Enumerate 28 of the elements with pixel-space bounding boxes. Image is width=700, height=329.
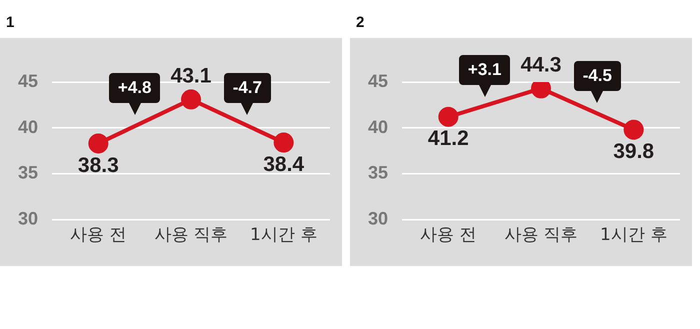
chart-title: 1 [6,14,14,31]
y-tick-label: 35 [368,162,388,183]
x-tick-label: 1시간 후 [600,225,668,246]
data-label: 38.3 [78,154,119,177]
y-tick-label: 40 [18,116,38,137]
y-tick-label: 45 [368,70,388,91]
chart-title: 2 [356,14,364,31]
data-label: 44.3 [520,54,562,77]
annotation: -4.5 [574,61,621,92]
data-label: 41.2 [428,127,469,150]
x-tick-label: 사용 전 [70,225,127,246]
annotation: -4.7 [224,72,271,103]
y-tick-label: 35 [18,162,38,183]
x-tick-label: 사용 전 [420,225,477,246]
x-tick-label: 사용 직후 [504,225,578,246]
point [181,89,202,110]
y-tick-label: 30 [18,208,38,229]
annotation: +4.8 [108,73,160,104]
x-tick-label: 1시간 후 [250,225,318,246]
y-tick-label: 40 [368,116,388,137]
data-label: 43.1 [170,64,212,88]
data-label: 39.8 [613,140,654,163]
y-tick-label: 30 [368,208,388,229]
data-label: 38.4 [263,152,304,176]
x-tick-label: 사용 직후 [154,225,228,246]
point [88,133,108,154]
y-tick-label: 45 [18,70,38,91]
point [274,132,294,153]
